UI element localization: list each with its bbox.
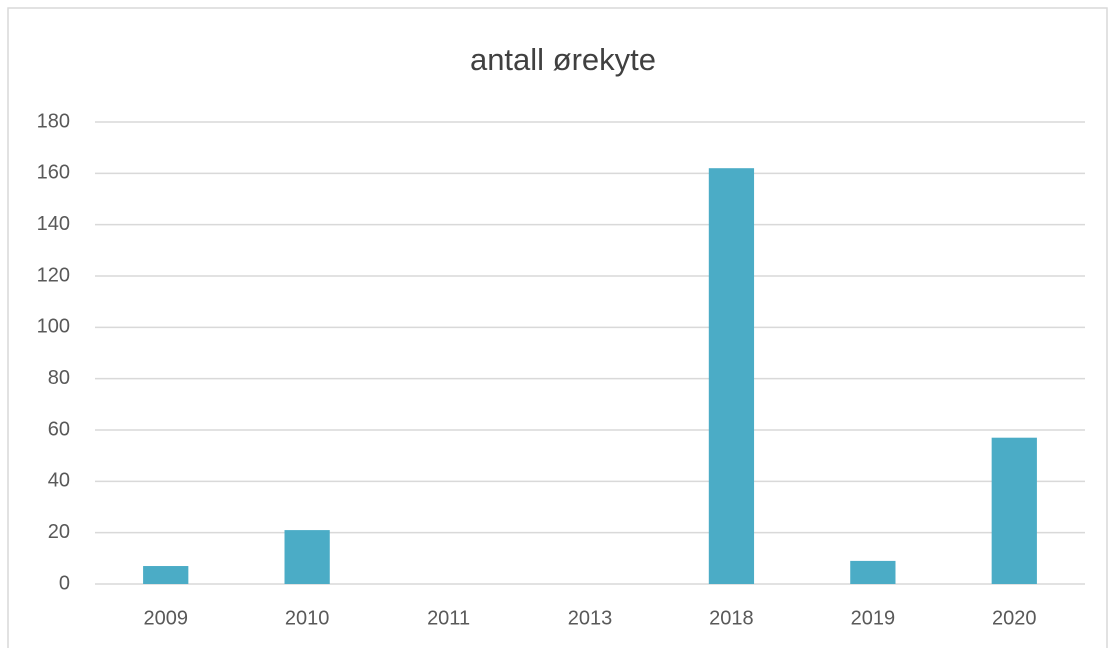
y-tick-label: 120 xyxy=(37,264,70,286)
x-tick-label: 2019 xyxy=(851,607,896,629)
y-tick-label: 0 xyxy=(59,572,70,594)
x-tick-label: 2011 xyxy=(427,607,470,629)
y-tick-label: 40 xyxy=(48,470,70,492)
y-tick-label: 20 xyxy=(48,521,70,543)
y-tick-label: 80 xyxy=(48,367,70,389)
y-tick-label: 60 xyxy=(48,418,70,440)
x-tick-label: 2018 xyxy=(709,607,754,629)
bar xyxy=(708,168,755,584)
y-tick-label: 160 xyxy=(37,162,70,184)
x-tick-label: 2009 xyxy=(143,607,188,629)
y-tick-label: 180 xyxy=(37,110,70,132)
bar xyxy=(284,530,330,584)
chart-title: antall ørekyte xyxy=(470,42,656,77)
x-tick-label: 2010 xyxy=(285,607,330,629)
bar xyxy=(143,566,189,584)
x-tick-label: 2013 xyxy=(568,607,613,629)
chart-frame xyxy=(7,7,1108,648)
x-tick-label: 2020 xyxy=(992,607,1037,629)
y-tick-label: 140 xyxy=(37,213,70,235)
y-tick-label: 100 xyxy=(37,316,70,338)
bar xyxy=(850,560,896,584)
bar xyxy=(991,437,1037,584)
